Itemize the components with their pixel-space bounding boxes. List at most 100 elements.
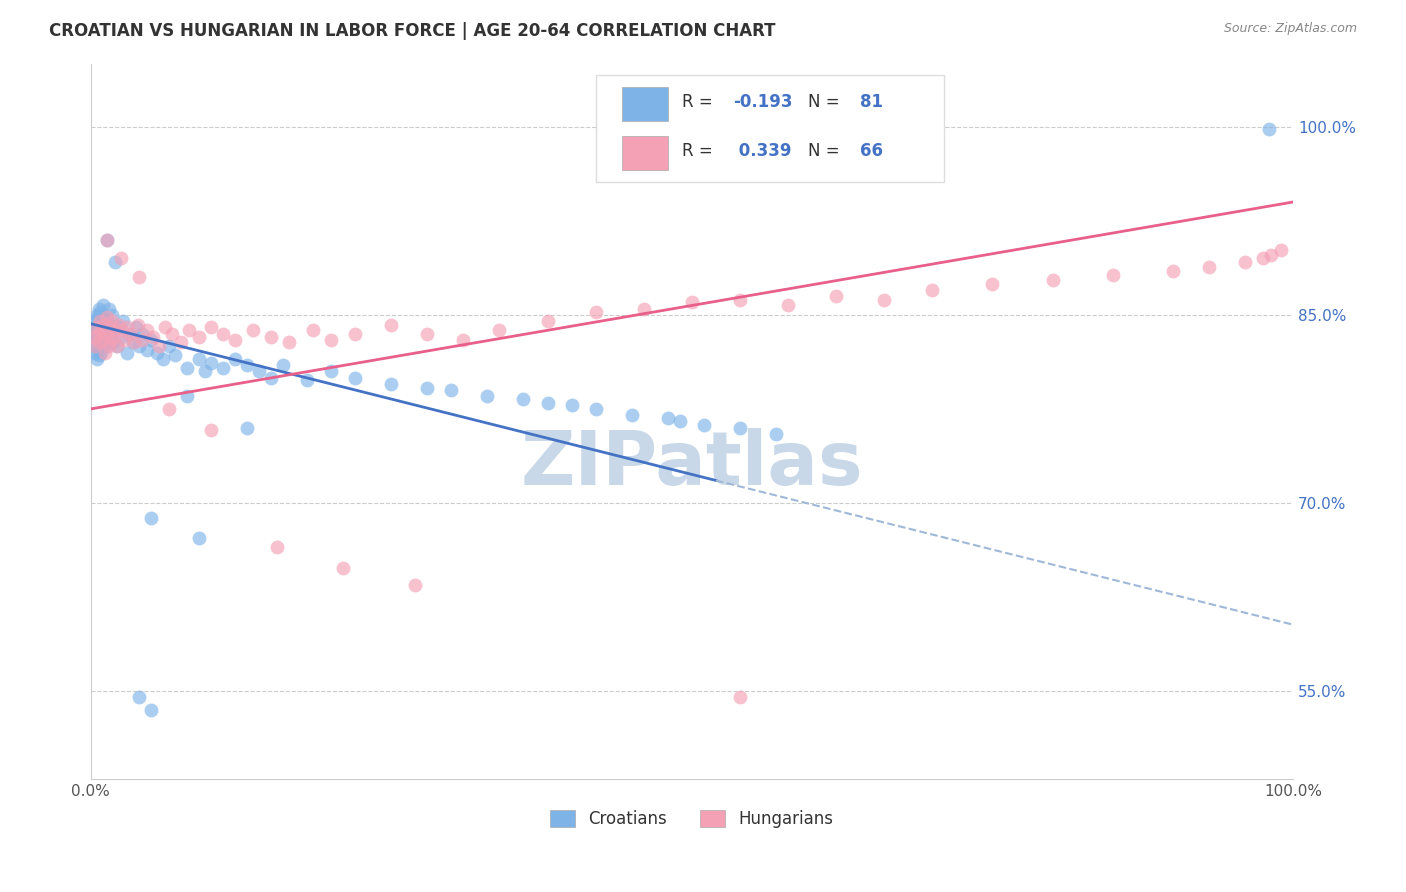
Point [91, 333, 114, 347]
Point [118, 326, 141, 341]
Point [242, 323, 264, 337]
Point [440, 383, 463, 397]
Point [86, 323, 108, 337]
Point [179, 323, 201, 337]
Point [728, 690, 751, 705]
Point [295, 373, 318, 387]
Point [110, 252, 132, 266]
Point [157, 401, 180, 416]
Point [87, 301, 110, 316]
Point [477, 389, 499, 403]
Point [112, 314, 135, 328]
Point [97, 323, 120, 337]
Point [101, 308, 124, 322]
Point [187, 351, 209, 366]
Point [1251, 252, 1274, 266]
Point [86, 351, 108, 366]
Point [260, 330, 283, 344]
Point [776, 298, 799, 312]
Point [103, 330, 125, 344]
Point [131, 326, 153, 341]
Point [87, 343, 110, 357]
Point [104, 323, 127, 337]
Text: N =: N = [808, 142, 845, 160]
Point [765, 427, 787, 442]
Point [87, 318, 110, 332]
Point [380, 376, 402, 391]
Text: 66: 66 [860, 142, 883, 160]
Point [84, 345, 107, 359]
Point [157, 339, 180, 353]
Point [94, 320, 117, 334]
Point [152, 351, 174, 366]
Point [142, 330, 165, 344]
Point [1042, 273, 1064, 287]
Point [97, 301, 120, 316]
Point [96, 233, 118, 247]
Point [131, 333, 153, 347]
Text: CROATIAN VS HUNGARIAN IN LABOR FORCE | AGE 20-64 CORRELATION CHART: CROATIAN VS HUNGARIAN IN LABOR FORCE | A… [49, 22, 776, 40]
Point [153, 320, 176, 334]
Point [260, 370, 283, 384]
Point [86, 308, 108, 322]
Point [404, 577, 426, 591]
Point [620, 408, 643, 422]
Point [110, 330, 132, 344]
Point [163, 348, 186, 362]
Text: -0.193: -0.193 [733, 93, 792, 111]
Point [200, 355, 222, 369]
Point [90, 345, 112, 359]
Point [561, 398, 583, 412]
Bar [621, 87, 668, 121]
Point [176, 360, 198, 375]
Point [97, 339, 120, 353]
Point [96, 326, 118, 341]
Point [84, 314, 107, 328]
Point [668, 415, 690, 429]
Point [319, 364, 342, 378]
Point [105, 339, 128, 353]
Point [145, 345, 167, 359]
Point [319, 333, 342, 347]
Point [162, 326, 184, 341]
Point [91, 317, 114, 331]
Point [187, 531, 209, 545]
Point [115, 320, 138, 334]
Point [236, 421, 259, 435]
Point [512, 392, 534, 406]
Point [344, 370, 367, 384]
Legend: Croatians, Hungarians: Croatians, Hungarians [543, 804, 841, 835]
Point [108, 318, 131, 332]
Point [105, 339, 128, 353]
Point [302, 323, 325, 337]
Point [873, 293, 896, 307]
Point [107, 320, 129, 334]
Point [136, 323, 159, 337]
Point [139, 511, 162, 525]
Point [103, 335, 125, 350]
Point [128, 270, 150, 285]
Point [728, 421, 751, 435]
Point [1270, 243, 1292, 257]
Point [170, 335, 193, 350]
Point [91, 298, 114, 312]
Point [127, 318, 149, 332]
Point [271, 358, 294, 372]
Point [453, 333, 475, 347]
FancyBboxPatch shape [596, 75, 945, 182]
Text: N =: N = [808, 93, 845, 111]
Point [278, 335, 301, 350]
Point [87, 330, 110, 344]
Point [536, 314, 558, 328]
Point [89, 314, 111, 328]
Point [1198, 260, 1220, 275]
Point [194, 364, 217, 378]
Point [86, 320, 108, 334]
Text: R =: R = [682, 142, 718, 160]
Point [101, 314, 124, 328]
Point [125, 320, 148, 334]
Point [1101, 268, 1123, 282]
Point [148, 339, 170, 353]
Point [84, 339, 107, 353]
Point [416, 326, 439, 341]
